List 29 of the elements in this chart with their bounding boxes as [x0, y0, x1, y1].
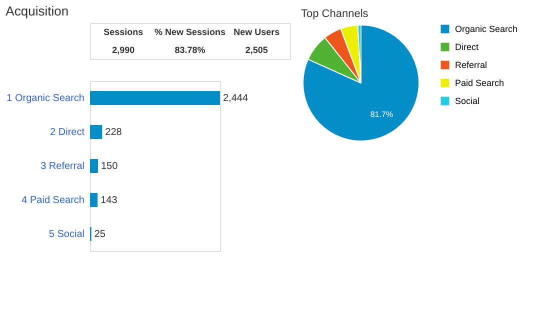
bar: [90, 193, 98, 207]
bar: [90, 125, 102, 139]
pie-slice: [302, 24, 420, 142]
data-label: 143: [100, 195, 118, 206]
text: Sessions: [104, 27, 144, 37]
legend-label: Social: [455, 96, 480, 106]
text: 2,990: [112, 45, 135, 55]
data-label: 228: [105, 127, 122, 138]
legend-label: Referral: [455, 60, 488, 70]
y-tick-label: 3 Referral: [40, 161, 84, 172]
y-tick-label: 5 Social: [48, 229, 84, 240]
chart-title: Acquisition: [6, 4, 69, 18]
y-tick-label: 4 Paid Search: [22, 195, 84, 206]
y-tick-label: 1 Organic Search: [6, 93, 84, 104]
data-label: 81.7%: [370, 110, 394, 119]
legend-label: Direct: [455, 42, 479, 52]
text: 2,505: [245, 45, 268, 55]
chart-title: Top Channels: [301, 8, 369, 20]
text: % New Sessions: [154, 27, 226, 37]
text: New Users: [234, 27, 280, 37]
legend-label: Paid Search: [455, 78, 504, 88]
data-label: 150: [100, 161, 118, 172]
data-label: 2,444: [223, 93, 248, 104]
y-tick-label: 2 Direct: [50, 127, 85, 138]
bar: [90, 91, 220, 105]
legend-label: Organic Search: [455, 24, 518, 34]
text: 83.78%: [174, 45, 206, 55]
bar: [90, 159, 98, 173]
data-label: 25: [94, 229, 106, 240]
